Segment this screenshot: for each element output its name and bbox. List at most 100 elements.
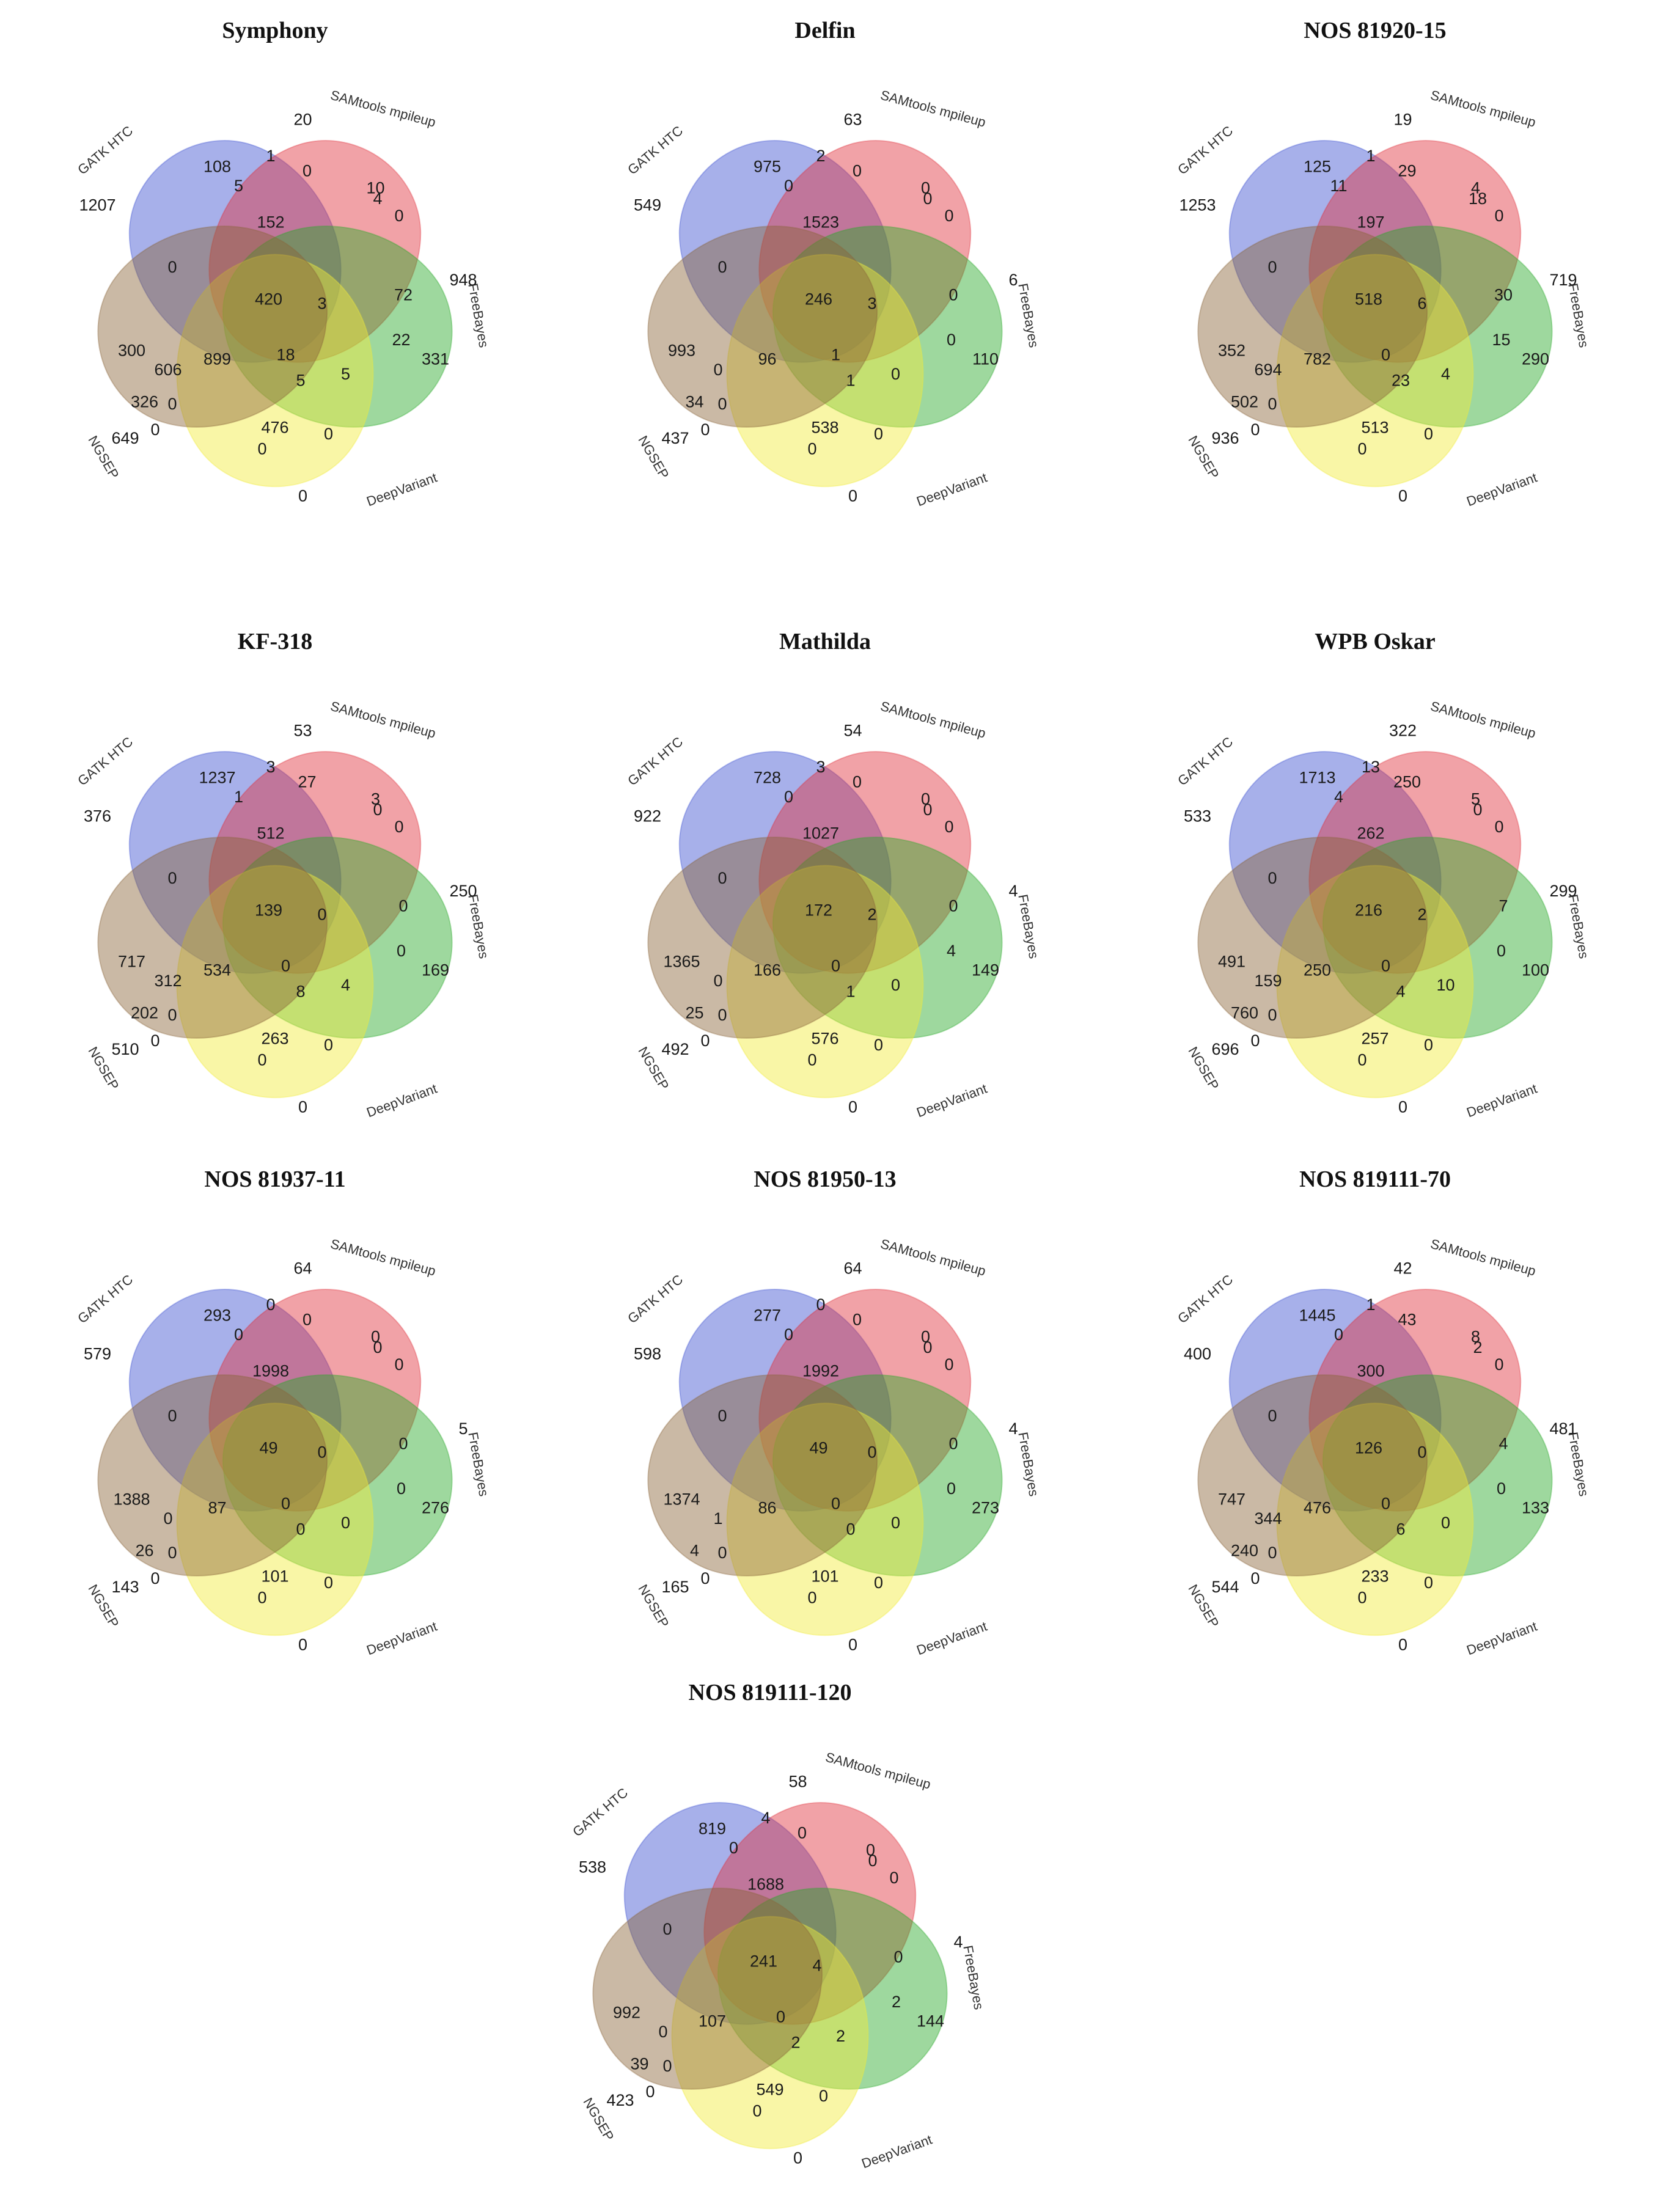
region-count: 166 — [754, 961, 781, 980]
venn-panel: Symphony GATK HTC SAMtools mpileup FreeBaye… — [12, 12, 538, 550]
region-count: 538 — [811, 419, 838, 437]
region-count: 0 — [341, 1514, 350, 1532]
region-count: 0 — [891, 976, 900, 994]
region-count: 0 — [891, 1514, 900, 1532]
region-count: 0 — [776, 2008, 785, 2026]
set-ellipse — [623, 1802, 837, 2025]
set-ellipse — [1322, 1374, 1553, 1577]
region-count: 0 — [807, 1589, 816, 1607]
venn-panel: WPB Oskar GATK HTC SAMtools mpileup FreeBay… — [1112, 623, 1638, 1161]
set-label: SAMtools mpileup — [329, 1236, 438, 1279]
set-ellipse — [758, 751, 972, 974]
set-label: DeepVariant — [364, 470, 439, 510]
region-count: 0 — [700, 1569, 710, 1588]
region-count: 0 — [948, 1435, 958, 1453]
region-count: 899 — [204, 350, 231, 368]
set-label: GATK HTC — [1175, 734, 1236, 789]
region-count: 4 — [1471, 179, 1480, 197]
set-ellipse — [1308, 1289, 1522, 1512]
region-count: 293 — [204, 1306, 231, 1325]
set-ellipse — [208, 1289, 422, 1512]
region-count: 300 — [118, 342, 145, 360]
region-count: 3 — [266, 758, 275, 776]
set-ellipse — [1197, 225, 1428, 428]
region-count: 300 — [1357, 1362, 1384, 1380]
set-ellipse — [703, 1802, 917, 2025]
region-count: 0 — [1398, 487, 1407, 505]
region-count: 0 — [1357, 440, 1366, 458]
region-count: 420 — [255, 290, 282, 309]
region-count: 0 — [717, 1407, 727, 1425]
region-count: 0 — [1357, 1589, 1366, 1607]
set-ellipse — [678, 140, 892, 363]
set-ellipse — [726, 254, 924, 488]
region-count: 26 — [135, 1542, 153, 1560]
set-ellipse — [1276, 865, 1474, 1099]
region-count: 276 — [422, 1499, 449, 1517]
set-label: DeepVariant — [1464, 1619, 1539, 1658]
region-count: 518 — [1355, 290, 1382, 309]
set-label: SAMtools mpileup — [824, 1749, 933, 1792]
region-count: 0 — [373, 800, 382, 819]
region-count: 0 — [298, 487, 307, 505]
region-count: 0 — [1267, 258, 1277, 276]
region-count: 197 — [1357, 213, 1384, 232]
region-count: 975 — [754, 158, 781, 176]
region-count: 576 — [811, 1030, 838, 1048]
set-ellipse — [128, 140, 342, 363]
region-count: 0 — [947, 1479, 956, 1498]
region-count: 22 — [392, 331, 410, 349]
region-count: 0 — [700, 1031, 710, 1050]
set-label: DeepVariant — [364, 1081, 439, 1121]
region-count: 0 — [167, 869, 177, 887]
region-count: 10 — [366, 179, 384, 197]
set-label: SAMtools mpileup — [879, 698, 988, 741]
region-count: 694 — [1254, 361, 1282, 379]
region-count: 0 — [1334, 1325, 1343, 1344]
region-count: 0 — [298, 1636, 307, 1654]
region-count: 0 — [394, 1355, 403, 1374]
region-count: 606 — [154, 361, 182, 379]
region-count: 1713 — [1299, 769, 1335, 787]
region-count: 262 — [1357, 824, 1384, 843]
set-ellipse — [1322, 837, 1553, 1039]
region-count: 476 — [1304, 1499, 1331, 1517]
region-count: 344 — [1254, 1509, 1282, 1528]
region-count: 0 — [848, 1098, 857, 1116]
set-ellipse — [1197, 837, 1428, 1039]
region-count: 4 — [1396, 983, 1405, 1001]
set-label: DeepVariant — [1464, 470, 1539, 510]
region-count: 0 — [234, 1325, 243, 1344]
region-count: 101 — [261, 1567, 288, 1586]
set-label: SAMtools mpileup — [329, 87, 438, 130]
set-label: DeepVariant — [859, 2132, 934, 2172]
region-count: 250 — [449, 882, 477, 900]
region-count: 782 — [1304, 350, 1331, 368]
region-count: 0 — [831, 1495, 840, 1513]
set-ellipse — [772, 837, 1003, 1039]
region-count: 936 — [1211, 429, 1239, 447]
region-count: 23 — [1392, 372, 1410, 390]
region-count: 240 — [1231, 1542, 1258, 1560]
region-count: 0 — [944, 818, 953, 836]
region-count: 4 — [1498, 1435, 1508, 1453]
region-count: 1374 — [663, 1490, 700, 1509]
venn-title: NOS 819111-120 — [688, 1680, 852, 1705]
region-count: 4 — [947, 942, 956, 960]
venn-panel: Delfin GATK HTC SAMtools mpileup FreeBayes D… — [562, 12, 1088, 550]
region-count: 0 — [1494, 207, 1503, 225]
region-count: 0 — [398, 897, 408, 915]
set-label: GATK HTC — [75, 1272, 136, 1327]
region-count: 0 — [1424, 1573, 1433, 1592]
region-count: 0 — [163, 1509, 172, 1528]
region-count: 0 — [317, 1443, 326, 1462]
region-count: 18 — [1469, 189, 1487, 208]
region-count: 87 — [208, 1499, 226, 1517]
region-count: 30 — [1494, 286, 1513, 304]
set-label: DeepVariant — [914, 1081, 989, 1121]
region-count: 1 — [846, 983, 855, 1001]
region-count: 1523 — [802, 213, 839, 232]
venn-panel: NOS 81920-15 GATK HTC SAMtools mpileup Free… — [1112, 12, 1638, 550]
set-label: SAMtools mpileup — [1429, 1236, 1538, 1279]
region-count: 0 — [371, 1328, 380, 1346]
